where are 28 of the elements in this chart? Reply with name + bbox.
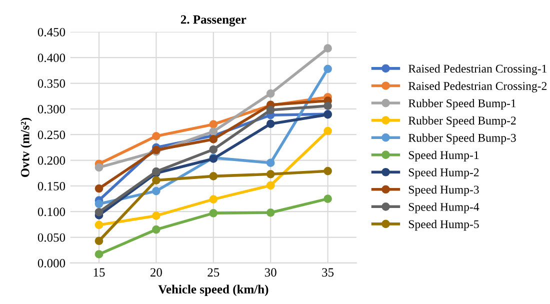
- y-tick-label: 0.100: [38, 208, 66, 216]
- legend-label: Speed Hump-5: [408, 220, 479, 231]
- legend-label: Rubber Speed Bump-2: [408, 116, 516, 127]
- chart-title: 2. Passenger: [180, 15, 246, 26]
- y-tick-label: 0.250: [38, 130, 66, 140]
- x-tick-label: 20: [150, 268, 162, 277]
- x-tick-label: 30: [264, 268, 276, 277]
- x-tick-label: 35: [322, 268, 334, 277]
- y-tick-label: 0.300: [38, 104, 66, 114]
- legend-label: Speed Hump-2: [408, 168, 479, 179]
- y-tick-label: 0.200: [38, 156, 66, 165]
- legend-label: Raised Pedestrian Crossing-1: [408, 64, 546, 76]
- legend-label: Speed Hump-1: [408, 150, 479, 162]
- y-tick-label: 0.450: [38, 28, 66, 36]
- y-axis-title: Ovtv (m/s²): [20, 118, 32, 177]
- y-tick-label: 0.400: [38, 54, 66, 62]
- legend-label: Speed Hump-3: [408, 185, 479, 196]
- y-tick-label: 0.150: [38, 182, 66, 190]
- legend-label: Rubber Speed Bump-1: [408, 98, 516, 110]
- x-tick-label: 25: [208, 268, 220, 277]
- legend-label: Rubber Speed Bump-3: [408, 134, 516, 144]
- x-axis-title: Vehicle speed (km/h): [158, 284, 268, 296]
- x-tick-label: 15: [94, 268, 105, 277]
- legend-label: Raised Pedestrian Crossing-2: [408, 82, 547, 92]
- legend-label: Speed Hump-4: [408, 202, 480, 214]
- y-tick-label: 0.000: [38, 258, 66, 268]
- y-tick-label: 0.350: [38, 79, 66, 88]
- y-tick-label: 0.050: [38, 233, 66, 242]
